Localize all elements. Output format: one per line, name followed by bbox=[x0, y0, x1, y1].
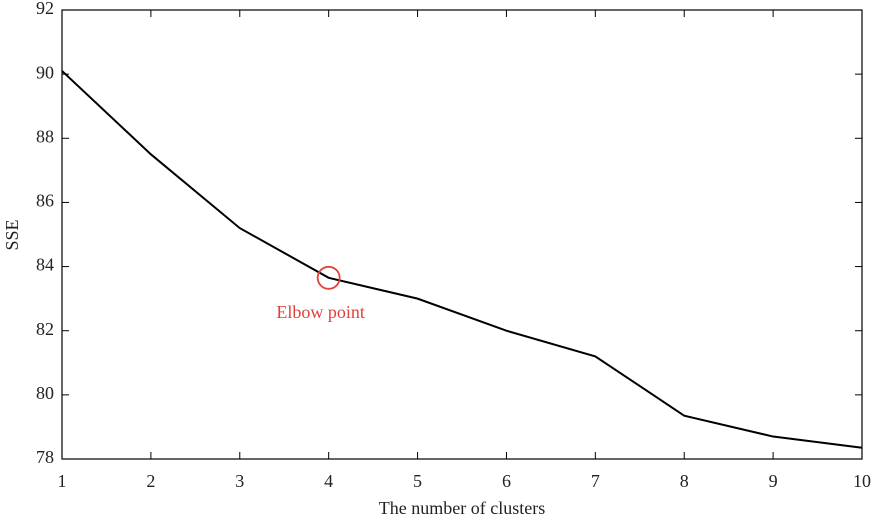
x-tick-label: 10 bbox=[853, 471, 871, 491]
y-tick-label: 80 bbox=[36, 383, 54, 403]
y-tick-label: 92 bbox=[36, 0, 54, 18]
x-tick-label: 9 bbox=[769, 471, 778, 491]
y-tick-label: 82 bbox=[36, 319, 54, 339]
y-axis-label: SSE bbox=[2, 219, 22, 250]
x-tick-label: 3 bbox=[235, 471, 244, 491]
x-tick-label: 8 bbox=[680, 471, 689, 491]
y-tick-label: 90 bbox=[36, 62, 54, 82]
y-tick-label: 88 bbox=[36, 126, 54, 146]
x-axis-label: The number of clusters bbox=[379, 498, 545, 518]
x-tick-label: 1 bbox=[58, 471, 67, 491]
x-tick-label: 5 bbox=[413, 471, 422, 491]
annotation-text: Elbow point bbox=[276, 302, 365, 322]
x-tick-label: 6 bbox=[502, 471, 511, 491]
plot-frame bbox=[61, 9, 863, 460]
y-tick-label: 86 bbox=[36, 191, 54, 211]
x-tick-label: 7 bbox=[591, 471, 600, 491]
y-tick-label: 84 bbox=[36, 255, 54, 275]
data-line bbox=[61, 70, 863, 449]
x-tick-label: 4 bbox=[324, 471, 333, 491]
elbow-marker bbox=[316, 265, 341, 290]
x-tick-label: 2 bbox=[146, 471, 155, 491]
y-tick-label: 78 bbox=[36, 447, 54, 467]
